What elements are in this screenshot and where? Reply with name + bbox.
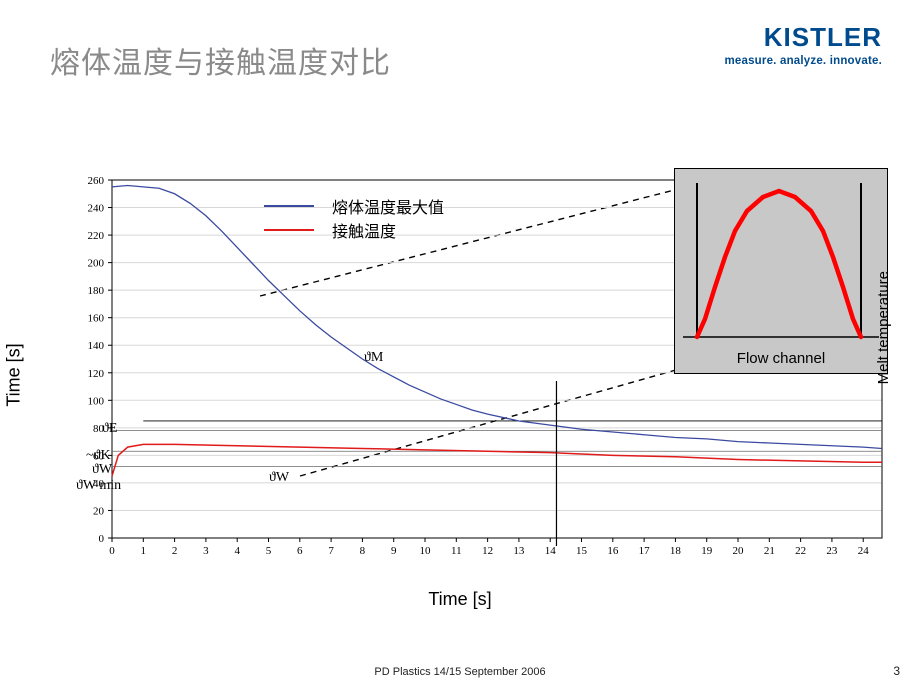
- curve-label-thetaWmin: ϑW min: [76, 478, 121, 494]
- svg-text:6: 6: [297, 545, 303, 557]
- svg-text:100: 100: [88, 395, 105, 407]
- svg-text:24: 24: [858, 545, 870, 557]
- svg-text:140: 140: [88, 340, 105, 352]
- svg-text:8: 8: [360, 545, 366, 557]
- svg-text:260: 260: [88, 175, 105, 187]
- svg-text:0: 0: [99, 533, 105, 545]
- svg-text:22: 22: [795, 545, 806, 557]
- inset-x-label: Flow channel: [737, 350, 825, 367]
- page-number: 3: [893, 664, 900, 678]
- svg-text:3: 3: [203, 545, 209, 557]
- svg-text:10: 10: [420, 545, 432, 557]
- legend-label: 熔体温度最大值: [332, 194, 444, 218]
- svg-text:19: 19: [701, 545, 713, 557]
- legend: 熔体温度最大值 接触温度: [264, 194, 444, 242]
- legend-item: 熔体温度最大值: [264, 194, 444, 218]
- svg-text:2: 2: [172, 545, 178, 557]
- svg-text:1: 1: [141, 545, 147, 557]
- svg-text:120: 120: [88, 368, 105, 380]
- curve-label-thetaE: ϑE: [102, 421, 117, 437]
- legend-swatch-icon: [264, 229, 314, 231]
- x-axis-label: Time [s]: [428, 589, 491, 610]
- svg-text:0: 0: [109, 545, 115, 557]
- svg-text:180: 180: [88, 285, 105, 297]
- svg-text:18: 18: [670, 545, 682, 557]
- inset-diagram: Flow channel Melt temperature: [674, 168, 888, 374]
- svg-text:15: 15: [576, 545, 588, 557]
- svg-text:20: 20: [93, 505, 105, 517]
- inset-svg: [675, 169, 887, 373]
- footer-caption: PD Plastics 14/15 September 2006: [374, 666, 545, 678]
- curve-label-thetaM: ϑM: [364, 350, 383, 366]
- svg-text:5: 5: [266, 545, 272, 557]
- curve-label-thetaW2: ϑW: [92, 462, 112, 478]
- svg-text:17: 17: [639, 545, 651, 557]
- svg-text:220: 220: [88, 230, 105, 242]
- svg-text:160: 160: [88, 313, 105, 325]
- legend-item: 接触温度: [264, 218, 444, 242]
- svg-text:4: 4: [234, 545, 240, 557]
- svg-text:9: 9: [391, 545, 397, 557]
- svg-text:11: 11: [451, 545, 462, 557]
- svg-text:12: 12: [482, 545, 493, 557]
- svg-text:21: 21: [764, 545, 775, 557]
- y-axis-label: Time [s]: [4, 343, 25, 406]
- svg-text:23: 23: [826, 545, 838, 557]
- svg-text:16: 16: [607, 545, 619, 557]
- slide: 熔体温度与接触温度对比 KISTLER measure. analyze. in…: [0, 0, 920, 690]
- svg-text:20: 20: [733, 545, 745, 557]
- svg-text:14: 14: [545, 545, 557, 557]
- legend-label: 接触温度: [332, 218, 396, 242]
- svg-text:240: 240: [88, 203, 105, 215]
- legend-swatch-icon: [264, 205, 314, 207]
- svg-text:13: 13: [513, 545, 525, 557]
- svg-text:200: 200: [88, 258, 105, 270]
- inset-y-label: Melt temperature: [875, 271, 892, 384]
- curve-label-thetaW: ϑW: [269, 470, 289, 486]
- svg-text:7: 7: [328, 545, 334, 557]
